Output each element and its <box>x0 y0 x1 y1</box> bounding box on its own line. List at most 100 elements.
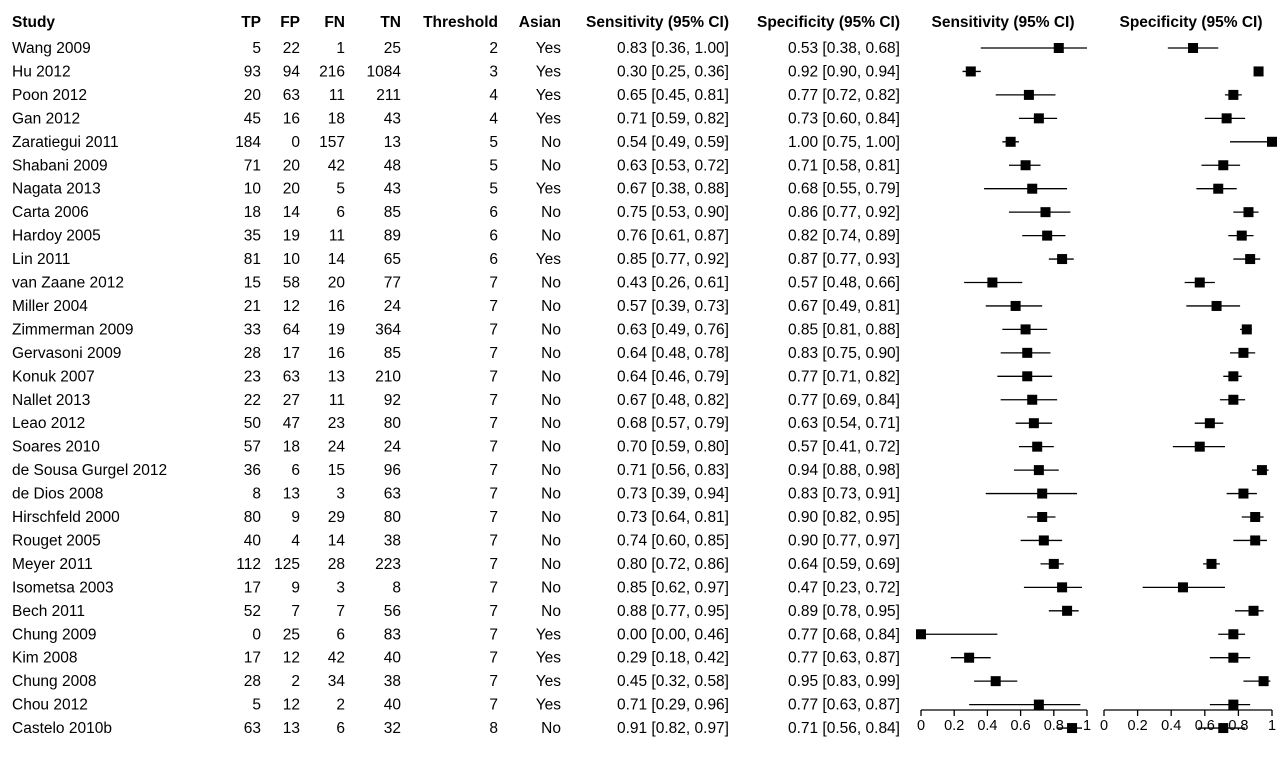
cell-tp: 57 <box>244 439 261 456</box>
specificity-point-estimate <box>1228 699 1239 710</box>
header-study: Study <box>12 14 55 31</box>
cell-sensitivity-ci: 0.67 [0.38, 0.88] <box>617 181 729 198</box>
table-row: Gervasoni 2009 28 17 16 85 7 No 0.64 [0.48, 0.7… <box>12 345 900 362</box>
cell-asian: No <box>541 321 561 338</box>
cell-tn: 77 <box>384 275 401 292</box>
cell-specificity-ci: 0.82 [0.74, 0.89] <box>788 228 900 245</box>
cell-tp: 0 <box>252 626 261 643</box>
cell-tn: 40 <box>384 697 402 714</box>
cell-asian: No <box>541 509 561 526</box>
forest-title-sensitivity: Sensitivity (95% CI) <box>932 14 1075 31</box>
header-fp: FP <box>280 14 300 31</box>
specificity-point-estimate <box>1256 465 1267 476</box>
cell-tn: 24 <box>384 439 402 456</box>
sensitivity-x-tick-label: 0.6 <box>1011 718 1031 734</box>
table-row: Kim 2008 17 12 42 40 7 Yes 0.29 [0.18, 0.42] 0.7… <box>12 650 900 667</box>
cell-sensitivity-ci: 0.64 [0.46, 0.79] <box>617 368 729 385</box>
cell-fp: 9 <box>291 509 300 526</box>
cell-sensitivity-ci: 0.76 [0.61, 0.87] <box>617 228 729 245</box>
cell-fn: 5 <box>336 181 345 198</box>
header-specificity-ci: Specificity (95% CI) <box>757 14 900 31</box>
specificity-point-estimate <box>1211 300 1222 311</box>
sensitivity-point-estimate <box>1057 582 1068 593</box>
cell-fp: 12 <box>283 697 300 714</box>
cell-fn: 42 <box>328 157 345 174</box>
cell-study: Isometsa 2003 <box>12 579 114 596</box>
cell-study: Chung 2008 <box>12 673 96 690</box>
table-row: Shabani 2009 71 20 42 48 5 No 0.63 [0.53, 0.72]… <box>12 157 900 174</box>
cell-tn: 1084 <box>367 63 402 80</box>
cell-threshold: 7 <box>489 462 498 479</box>
cell-specificity-ci: 1.00 [0.75, 1.00] <box>788 134 900 151</box>
sensitivity-point-estimate <box>1040 207 1051 218</box>
cell-fn: 6 <box>336 626 345 643</box>
cell-fp: 6 <box>291 462 300 479</box>
sensitivity-point-estimate <box>1037 488 1048 499</box>
cell-fp: 7 <box>291 603 300 620</box>
cell-tn: 38 <box>384 673 401 690</box>
cell-fp: 63 <box>283 87 300 104</box>
cell-threshold: 5 <box>489 181 498 198</box>
cell-tn: 32 <box>384 720 401 737</box>
cell-fn: 6 <box>336 720 345 737</box>
cell-asian: Yes <box>536 251 562 268</box>
cell-asian: No <box>541 228 561 245</box>
cell-study: Nagata 2013 <box>12 181 101 198</box>
cell-specificity-ci: 0.53 [0.38, 0.68] <box>788 40 900 57</box>
cell-fp: 17 <box>283 345 300 362</box>
cell-threshold: 7 <box>489 697 498 714</box>
sensitivity-point-estimate <box>1033 699 1044 710</box>
sensitivity-point-estimate <box>1067 723 1078 734</box>
cell-tn: 83 <box>384 626 401 643</box>
cell-tn: 210 <box>375 368 401 385</box>
cell-fn: 29 <box>328 509 345 526</box>
table-header: Study TP FP FN TN Threshold Asian Sensitivity (… <box>12 14 1263 31</box>
cell-fn: 157 <box>319 134 345 151</box>
cell-specificity-ci: 0.90 [0.82, 0.95] <box>788 509 900 526</box>
cell-sensitivity-ci: 0.85 [0.77, 0.92] <box>617 251 729 268</box>
cell-specificity-ci: 0.94 [0.88, 0.98] <box>788 462 900 479</box>
specificity-point-estimate <box>1228 371 1239 382</box>
cell-specificity-ci: 0.77 [0.63, 0.87] <box>788 697 900 714</box>
cell-sensitivity-ci: 0.63 [0.53, 0.72] <box>617 157 729 174</box>
cell-fp: 25 <box>283 626 300 643</box>
cell-specificity-ci: 0.83 [0.75, 0.90] <box>788 345 900 362</box>
cell-fn: 42 <box>328 650 345 667</box>
cell-threshold: 6 <box>489 204 498 221</box>
cell-fp: 13 <box>283 486 300 503</box>
cell-tn: 56 <box>384 603 401 620</box>
cell-study: Gervasoni 2009 <box>12 345 121 362</box>
cell-fp: 27 <box>283 392 300 409</box>
sensitivity-x-tick-label: 0 <box>917 718 925 734</box>
specificity-point-estimate <box>1228 394 1239 405</box>
table-row: Isometsa 2003 17 9 3 8 7 No 0.85 [0.62, 0.97] 0.… <box>12 579 900 596</box>
specificity-point-estimate <box>1258 676 1269 687</box>
sensitivity-point-estimate <box>1022 347 1033 358</box>
cell-study: Nallet 2013 <box>12 392 90 409</box>
cell-tn: 85 <box>384 345 401 362</box>
cell-tp: 10 <box>244 181 262 198</box>
cell-fp: 9 <box>291 579 300 596</box>
sensitivity-point-estimate <box>1020 160 1031 171</box>
cell-specificity-ci: 0.83 [0.73, 0.91] <box>788 486 900 503</box>
table-row: Chou 2012 5 12 2 40 7 Yes 0.71 [0.29, 0.96] 0.77… <box>12 697 900 714</box>
sensitivity-point-estimate <box>1053 43 1064 53</box>
cell-fp: 12 <box>283 650 300 667</box>
cell-fp: 58 <box>283 275 300 292</box>
cell-fp: 10 <box>283 251 301 268</box>
table-row: Chung 2008 28 2 34 38 7 Yes 0.45 [0.32, 0.58] 0.… <box>12 673 900 690</box>
cell-sensitivity-ci: 0.85 [0.62, 0.97] <box>617 579 729 596</box>
specificity-point-estimate <box>1238 347 1249 358</box>
cell-fp: 64 <box>283 321 301 338</box>
cell-threshold: 7 <box>489 532 498 549</box>
cell-tp: 20 <box>244 87 262 104</box>
cell-tn: 63 <box>384 486 401 503</box>
cell-threshold: 7 <box>489 509 498 526</box>
cell-fn: 3 <box>336 486 345 503</box>
cell-sensitivity-ci: 0.43 [0.26, 0.61] <box>617 275 729 292</box>
cell-sensitivity-ci: 0.73 [0.39, 0.94] <box>617 486 729 503</box>
cell-tp: 22 <box>244 392 261 409</box>
cell-asian: No <box>541 204 561 221</box>
cell-study: Lin 2011 <box>12 251 70 268</box>
cell-fp: 20 <box>283 157 301 174</box>
